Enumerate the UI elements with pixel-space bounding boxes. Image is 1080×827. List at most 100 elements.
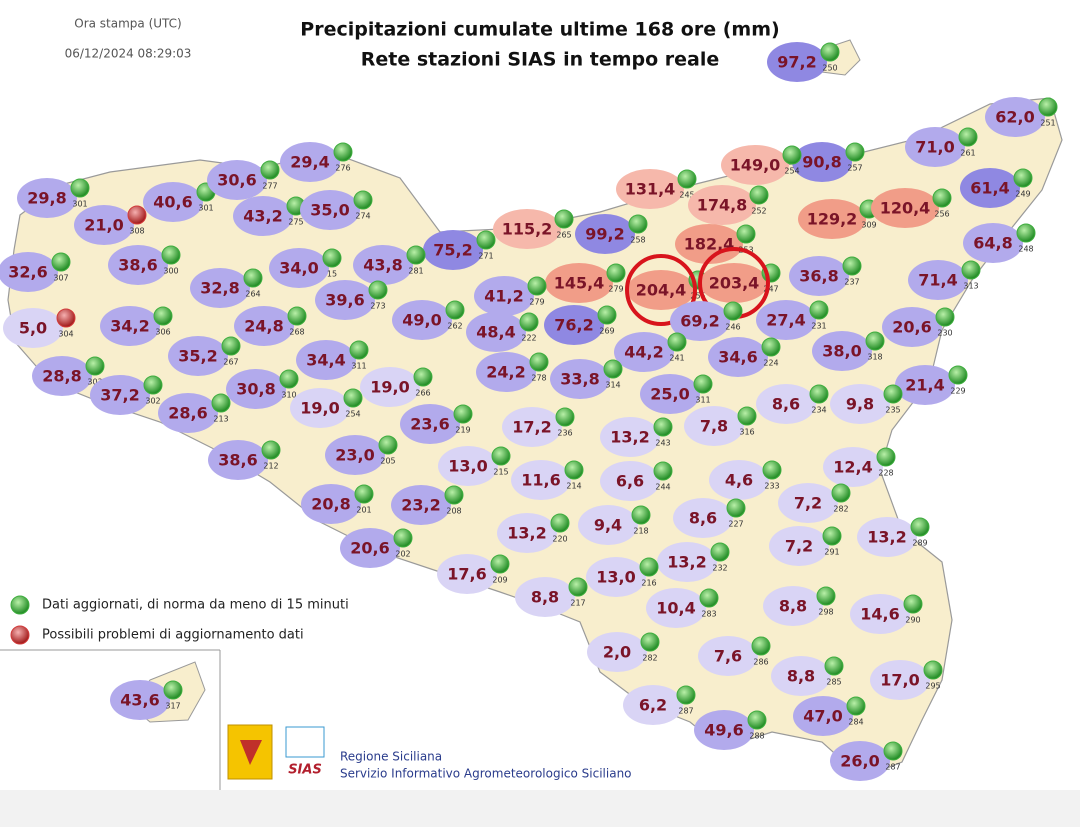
station-pin (260, 160, 280, 180)
station-id: 295 (925, 682, 940, 691)
station-id: 215 (493, 468, 508, 477)
station-id: 285 (826, 678, 841, 687)
station-bubble (623, 685, 683, 725)
station-bubble (709, 460, 769, 500)
bottom-strip (0, 790, 1080, 827)
station-value: 26,0 (840, 752, 879, 771)
station-id: 298 (818, 608, 833, 617)
station-value: 19,0 (300, 399, 339, 418)
station-pin (51, 252, 71, 272)
station-pin (831, 483, 851, 503)
station-id: 291 (824, 548, 839, 557)
station-value: 20,6 (350, 539, 389, 558)
station-bubble (497, 513, 557, 553)
station-id: 222 (521, 334, 536, 343)
station-bubble (493, 209, 561, 249)
station-id: 302 (145, 397, 160, 406)
station-id: 269 (599, 327, 614, 336)
station-value: 69,2 (680, 312, 719, 331)
station-value: 7,2 (794, 494, 822, 513)
station-id: 255 (690, 292, 705, 301)
station-bubble (586, 557, 646, 597)
station-bubble (700, 263, 768, 303)
station-pin (153, 306, 173, 326)
station-id: 282 (642, 654, 657, 663)
station-bubble (905, 127, 965, 167)
legend-label: Possibili problemi di aggiornamento dati (42, 628, 304, 643)
station-value: 35,0 (310, 201, 349, 220)
station-value: 41,2 (484, 287, 523, 306)
station-pin (923, 660, 943, 680)
station-id: 248 (1018, 245, 1033, 254)
station-pin (490, 554, 510, 574)
station-value: 49,6 (704, 721, 743, 740)
station-value: 12,4 (833, 458, 872, 477)
station-value: 39,6 (325, 291, 364, 310)
station-pin (353, 190, 373, 210)
station-id: 310 (281, 391, 296, 400)
station-id: 303 (87, 378, 102, 387)
station-value: 13,0 (448, 457, 487, 476)
station-id: 235 (885, 406, 900, 415)
timestamp: 06/12/2024 08:29:03 (65, 47, 192, 61)
station-value: 19,0 (370, 378, 409, 397)
station-bubble (290, 388, 350, 428)
station-bubble (296, 340, 356, 380)
station-value: 6,2 (639, 696, 667, 715)
station-value: 8,6 (772, 395, 800, 414)
station-value: 8,8 (787, 667, 815, 686)
station-bubble (3, 308, 63, 348)
station-bubble (545, 263, 613, 303)
station-bubble (226, 369, 286, 409)
station-pin (677, 169, 697, 189)
station-pin (70, 178, 90, 198)
station-value: 115,2 (502, 220, 553, 239)
station-id: 256 (934, 210, 949, 219)
station-id: 212 (263, 462, 278, 471)
station-value: 182,4 (684, 235, 735, 254)
station-pin (491, 446, 511, 466)
station-bubble (74, 205, 134, 245)
station-pin (628, 214, 648, 234)
station-pin (932, 188, 952, 208)
station-value: 28,6 (168, 404, 207, 423)
station-pin (555, 407, 575, 427)
station-value: 43,6 (120, 691, 159, 710)
station-pin (333, 142, 353, 162)
station-bubble (763, 586, 823, 626)
station-value: 145,4 (554, 274, 605, 293)
station-bubble (280, 142, 340, 182)
station-value: 33,8 (560, 370, 599, 389)
station-value: 71,0 (915, 138, 954, 157)
station-id: 278 (531, 374, 546, 383)
station-value: 25,0 (650, 385, 689, 404)
station-pin (699, 588, 719, 608)
station-pin (393, 528, 413, 548)
station-bubble (190, 268, 250, 308)
station-bubble (670, 301, 730, 341)
station-id: 289 (912, 539, 927, 548)
station-bubble (550, 359, 610, 399)
station-bubble (985, 97, 1045, 137)
station-pin (723, 301, 743, 321)
station-value: 99,2 (585, 225, 624, 244)
station-pin (143, 375, 163, 395)
station-value: 7,8 (700, 417, 728, 436)
station-bubble (895, 365, 955, 405)
station-bubble (400, 404, 460, 444)
station-value: 32,8 (200, 279, 239, 298)
station-bubble (233, 196, 293, 236)
station-id: 300 (163, 267, 178, 276)
station-id: 266 (415, 389, 430, 398)
station-bubble (301, 484, 361, 524)
station-id: 276 (335, 164, 350, 173)
station-value: 75,2 (433, 241, 472, 260)
station-value: 61,4 (970, 179, 1009, 198)
station-id: 281 (408, 267, 423, 276)
sias-logo-text: SIAS (288, 763, 322, 778)
station-bubble (673, 498, 733, 538)
station-pin (554, 209, 574, 229)
station-pin (693, 374, 713, 394)
station-id: 286 (753, 658, 768, 667)
station-pin (568, 577, 588, 597)
